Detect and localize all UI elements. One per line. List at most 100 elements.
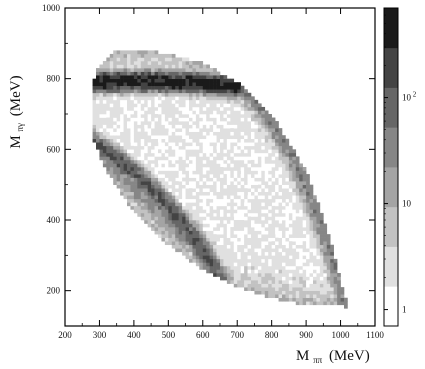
heatmap-cell — [151, 216, 155, 221]
heatmap-cell — [323, 223, 328, 228]
heatmap-cell — [161, 78, 166, 83]
heatmap-cell — [178, 89, 183, 94]
heatmap-cell — [195, 131, 200, 136]
heatmap-cell — [199, 71, 204, 76]
heatmap-cell — [147, 202, 152, 207]
heatmap-cell — [161, 223, 166, 228]
heatmap-cell — [337, 283, 341, 288]
heatmap-cell — [292, 202, 297, 207]
heatmap-cell — [295, 255, 300, 260]
heatmap-cell — [257, 290, 262, 295]
heatmap-cell — [130, 135, 135, 140]
heatmap-cell — [182, 82, 186, 87]
heatmap-cell — [233, 195, 238, 200]
heatmap-cell — [182, 75, 186, 79]
heatmap-cell — [261, 234, 266, 238]
heatmap-cell — [288, 198, 293, 203]
heatmap-cell — [230, 121, 235, 125]
heatmap-cell — [130, 50, 135, 55]
heatmap-cell — [251, 114, 255, 118]
heatmap-cell — [161, 85, 166, 90]
heatmap-cell — [182, 114, 186, 118]
heatmap-cell — [223, 82, 228, 87]
heatmap-cell — [323, 241, 328, 246]
heatmap-cell — [292, 163, 297, 168]
heatmap-cell — [313, 216, 317, 221]
heatmap-cell — [251, 174, 255, 178]
heatmap-cell — [199, 181, 204, 185]
heatmap-cell — [206, 135, 210, 140]
heatmap-cell — [257, 110, 262, 115]
heatmap-cell — [189, 106, 193, 111]
heatmap-cell — [206, 64, 210, 69]
heatmap-cell — [147, 181, 152, 185]
heatmap-cell — [154, 82, 159, 87]
heatmap-cell — [195, 248, 200, 253]
heatmap-cell — [144, 110, 148, 115]
heatmap-cell — [182, 138, 186, 143]
heatmap-cell — [213, 149, 217, 154]
heatmap-cell — [161, 234, 166, 238]
heatmap-cell — [130, 149, 135, 154]
heatmap-cell — [154, 75, 159, 79]
heatmap-cell — [299, 265, 303, 270]
heatmap-cell — [247, 273, 252, 277]
heatmap-cell — [271, 230, 276, 235]
heatmap-cell — [175, 149, 179, 154]
heatmap-cell — [309, 212, 314, 217]
heatmap-cell — [285, 167, 290, 171]
heatmap-cell — [147, 78, 152, 83]
heatmap-cell — [261, 241, 266, 246]
heatmap-cell — [240, 135, 245, 140]
heatmap-cell — [278, 142, 283, 147]
heatmap-cell — [268, 184, 272, 189]
heatmap-cell — [251, 262, 255, 267]
heatmap-cell — [292, 290, 297, 295]
heatmap-cell — [175, 216, 179, 221]
heatmap-cell — [147, 110, 152, 115]
heatmap-cell — [230, 103, 235, 108]
heatmap-cell — [247, 181, 252, 185]
heatmap-cell — [185, 78, 190, 83]
heatmap-cell — [261, 128, 266, 132]
heatmap-cell — [178, 68, 183, 72]
heatmap-cell — [271, 262, 276, 267]
heatmap-cell — [182, 237, 186, 242]
heatmap-cell — [309, 188, 314, 193]
heatmap-cell — [226, 167, 231, 171]
heatmap-cell — [144, 149, 148, 154]
heatmap-cell — [189, 174, 193, 178]
heatmap-cell — [271, 269, 276, 274]
heatmap-cell — [161, 96, 166, 101]
heatmap-cell — [158, 75, 162, 79]
heatmap-cell — [278, 209, 283, 214]
heatmap-cell — [195, 159, 200, 164]
heatmap-cell — [292, 167, 297, 171]
heatmap-cell — [154, 220, 159, 224]
heatmap-cell — [223, 152, 228, 157]
heatmap-cell — [247, 110, 252, 115]
heatmap-cell — [268, 145, 272, 150]
heatmap-cell — [109, 110, 114, 115]
heatmap-cell — [292, 237, 297, 242]
heatmap-cell — [209, 195, 214, 200]
heatmap-cell — [230, 191, 235, 196]
heatmap-cell — [189, 255, 193, 260]
heatmap-cell — [195, 170, 200, 175]
heatmap-cell — [288, 290, 293, 295]
x-axis-ticks: 200 300 400 500 600 700 800 900 1000 1100 — [58, 8, 384, 340]
heatmap-cell — [182, 170, 186, 175]
heatmap-cell — [171, 170, 176, 175]
heatmap-cell — [216, 205, 221, 210]
heatmap-cell — [323, 287, 328, 291]
heatmap-cell — [92, 117, 97, 122]
heatmap-cell — [292, 220, 297, 224]
heatmap-cell — [151, 61, 155, 65]
heatmap-cell — [220, 269, 224, 274]
heatmap-cell — [288, 265, 293, 270]
heatmap-cell — [189, 89, 193, 94]
heatmap-cell — [292, 156, 297, 161]
heatmap-cell — [319, 290, 324, 295]
heatmap-cell — [240, 124, 245, 129]
heatmap-cell — [254, 177, 259, 182]
